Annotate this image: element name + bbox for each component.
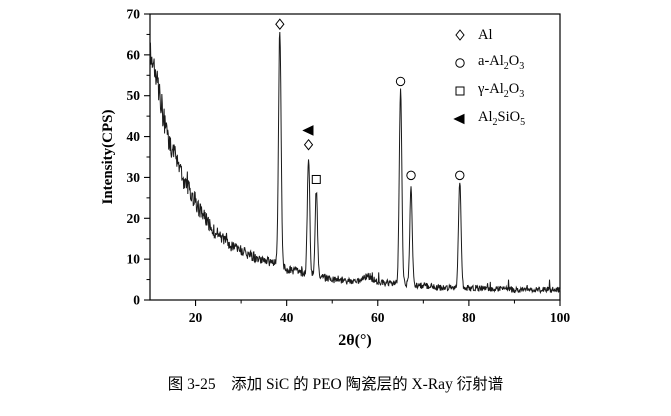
legend-item: Al <box>452 24 525 46</box>
diamond-legend-icon <box>455 29 465 41</box>
circle-marker-icon <box>455 170 465 181</box>
figure-caption: 图 3-25 添加 SiC 的 PEO 陶瓷层的 X-Ray 衍射谱 <box>167 376 504 393</box>
x-tick-label: 60 <box>371 310 385 325</box>
legend-item-label: a-Al2O3 <box>478 53 525 72</box>
x-tick-label: 100 <box>550 310 571 325</box>
y-tick-label: 10 <box>127 252 141 267</box>
y-tick-label: 0 <box>133 293 140 308</box>
y-tick-label: 50 <box>127 88 141 103</box>
circle-marker-icon <box>455 58 465 68</box>
circle-legend-icon <box>455 58 465 68</box>
circle-marker-icon <box>406 170 416 181</box>
triangle-left-marker-icon <box>453 113 465 125</box>
x-tick-label: 80 <box>462 310 476 325</box>
xrd-chart: 20 40 60 80 100 0 10 20 30 40 50 60 70 2θ(°) Intensity… <box>100 7 571 350</box>
x-tick-label: 40 <box>280 310 294 325</box>
diamond-marker-icon <box>303 138 314 151</box>
y-tick-label: 20 <box>127 211 141 226</box>
x-axis-label: 2θ(°) <box>338 332 371 349</box>
x-tick-label: 20 <box>189 310 203 325</box>
y-axis-label: Intensity(CPS) <box>100 109 116 204</box>
circle-marker-icon <box>395 76 406 87</box>
y-tick-label: 30 <box>127 170 141 185</box>
triangle-left-filled-legend-icon <box>453 113 465 125</box>
legend-item: γ-Al2O3 <box>452 80 525 102</box>
y-tick-label: 70 <box>127 7 141 22</box>
legend-item-label: Al2SiO5 <box>478 109 526 128</box>
y-tick-label: 40 <box>127 129 141 144</box>
square-marker-icon <box>455 86 465 96</box>
square-marker-icon <box>311 174 321 184</box>
legend-item-label: γ-Al2O3 <box>478 81 525 100</box>
legend-item-label: Al <box>478 26 493 43</box>
legend: Al a-Al2O3 γ-Al2O3 Al2SiO5 <box>452 24 525 136</box>
y-tick-label: 60 <box>127 47 141 62</box>
legend-item: Al2SiO5 <box>452 108 525 130</box>
triangle-left-marker-icon <box>302 125 314 136</box>
diamond-marker-icon <box>275 18 285 31</box>
diamond-marker-icon <box>455 29 465 41</box>
square-legend-icon <box>455 86 465 96</box>
legend-item: a-Al2O3 <box>452 52 525 74</box>
xrd-trace <box>149 32 561 295</box>
